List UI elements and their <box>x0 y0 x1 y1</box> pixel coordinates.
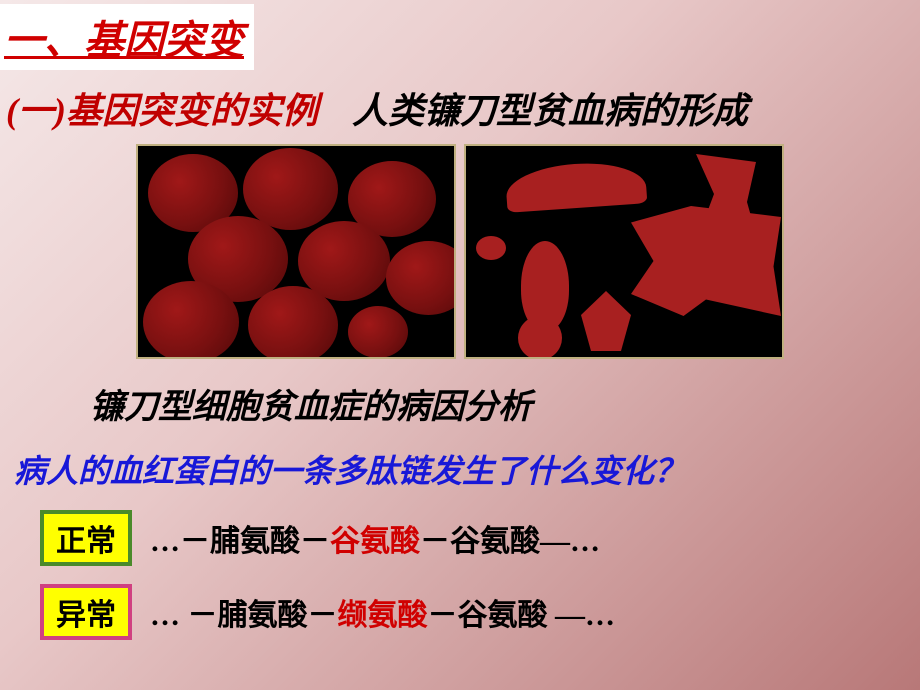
normal-sequence: …－脯氨酸－谷氨酸－谷氨酸—… <box>150 516 600 560</box>
abnormal-sequence: … －脯氨酸－缬氨酸－谷氨酸 —… <box>150 590 615 634</box>
images-row <box>0 144 920 359</box>
abnormal-suffix: －谷氨酸 —… <box>428 599 616 632</box>
abnormal-label: 异常 <box>40 584 132 640</box>
normal-prefix: …－脯氨酸－ <box>150 525 330 558</box>
sickle-cells-image <box>464 144 784 359</box>
abnormal-highlight: 缬氨酸 <box>338 599 428 632</box>
normal-cells-image <box>136 144 456 359</box>
subtitle-row: (一)基因突变的实例 人类镰刀型贫血病的形成 <box>0 82 920 134</box>
normal-suffix: －谷氨酸—… <box>420 525 600 558</box>
abnormal-sequence-row: 异常 … －脯氨酸－缬氨酸－谷氨酸 —… <box>0 584 920 640</box>
question-text: 病人的血红蛋白的一条多肽链发生了什么变化？ <box>0 446 920 492</box>
page-title: 一、基因突变 <box>4 18 244 63</box>
subtitle-right: 人类镰刀型贫血病的形成 <box>352 91 748 131</box>
abnormal-prefix: … －脯氨酸－ <box>150 599 338 632</box>
normal-highlight: 谷氨酸 <box>330 525 420 558</box>
analysis-title: 镰刀型细胞贫血症的病因分析 <box>0 379 920 428</box>
normal-label: 正常 <box>40 510 132 566</box>
subtitle-left: (一)基因突变的实例 <box>6 91 318 131</box>
normal-sequence-row: 正常 …－脯氨酸－谷氨酸－谷氨酸—… <box>0 510 920 566</box>
title-box: 一、基因突变 <box>0 4 254 70</box>
